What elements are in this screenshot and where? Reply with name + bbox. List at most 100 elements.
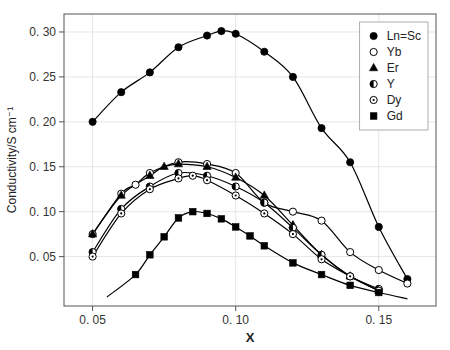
data-point xyxy=(89,231,96,238)
marker-shape xyxy=(189,208,196,215)
x-grid-line xyxy=(92,14,93,306)
data-point xyxy=(318,217,325,224)
data-point xyxy=(318,271,325,278)
x-tick xyxy=(235,306,236,311)
marker-shape xyxy=(160,162,168,169)
data-point xyxy=(232,30,239,37)
legend-marker xyxy=(370,63,378,70)
y-tick-label: 0. 15 xyxy=(29,160,56,174)
marker-shape xyxy=(89,231,96,238)
chart: 0. 050. 100. 150. 050. 100. 150. 200. 25… xyxy=(0,0,450,350)
marker-shape xyxy=(89,118,96,125)
y-tick-label: 0. 10 xyxy=(29,205,56,219)
data-point xyxy=(260,191,268,198)
marker-shape xyxy=(146,69,153,76)
marker-shape xyxy=(175,175,182,182)
data-point xyxy=(189,208,196,215)
marker-shape xyxy=(203,162,211,169)
marker-shape xyxy=(375,266,382,273)
marker-shape xyxy=(161,234,168,241)
data-point xyxy=(404,280,411,287)
y-tick xyxy=(59,76,64,77)
y-tick xyxy=(59,166,64,167)
data-point xyxy=(289,73,296,80)
data-point xyxy=(232,173,240,180)
marker-shape xyxy=(318,125,325,132)
marker-shape xyxy=(203,177,210,184)
marker-shape xyxy=(375,223,382,230)
x-tick-label: 0. 10 xyxy=(222,313,249,327)
marker-dot xyxy=(349,275,351,277)
y-tick-label: 0. 05 xyxy=(29,250,56,264)
marker-shape xyxy=(290,260,297,267)
legend-label: Dy xyxy=(387,93,402,107)
marker-shape xyxy=(261,48,268,55)
legend-marker xyxy=(370,96,377,103)
data-point xyxy=(247,233,254,240)
marker-half xyxy=(232,183,236,190)
y-tick-label: 0. 25 xyxy=(29,70,56,84)
marker-shape xyxy=(247,233,254,240)
data-point xyxy=(318,256,325,263)
marker-dot xyxy=(263,212,265,214)
marker-shape xyxy=(132,181,139,188)
data-point xyxy=(146,171,154,178)
grid xyxy=(64,14,436,306)
data-point xyxy=(261,199,268,206)
data-point xyxy=(132,271,139,278)
marker-shape xyxy=(118,89,125,96)
data-point xyxy=(88,230,96,237)
data-point xyxy=(174,159,182,166)
data-point xyxy=(289,231,296,238)
legend-label: Ln=Sc xyxy=(387,29,421,43)
data-point xyxy=(132,181,139,188)
marker-shape xyxy=(88,230,96,237)
marker-shape xyxy=(232,173,240,180)
legend-label: Y xyxy=(387,77,395,91)
marker-shape xyxy=(261,199,268,206)
legend: Ln=ScYbErYDyGd xyxy=(360,22,428,130)
x-tick xyxy=(92,306,93,311)
data-point xyxy=(203,177,210,184)
series-curve xyxy=(93,172,379,289)
data-point xyxy=(347,282,354,289)
marker-shape xyxy=(347,273,354,280)
data-point xyxy=(347,273,354,280)
y-tick xyxy=(59,211,64,212)
marker-shape xyxy=(203,32,210,39)
data-point xyxy=(203,32,210,39)
y-grid-line xyxy=(64,256,436,257)
marker-shape xyxy=(289,73,296,80)
marker-shape xyxy=(204,210,211,217)
data-point xyxy=(189,172,196,179)
data-point xyxy=(290,260,297,267)
marker-dot xyxy=(292,233,294,235)
marker-shape xyxy=(261,210,268,217)
data-point xyxy=(118,210,125,217)
marker-dot xyxy=(149,188,151,190)
data-point xyxy=(218,216,225,223)
marker-shape xyxy=(318,256,325,263)
marker-dot xyxy=(92,255,94,257)
y-tick xyxy=(59,121,64,122)
marker-shape xyxy=(261,243,268,250)
marker-dot xyxy=(120,212,122,214)
series-curve xyxy=(107,211,407,298)
data-point xyxy=(289,208,296,215)
x-tick-label: 0. 05 xyxy=(79,313,106,327)
data-point xyxy=(175,159,182,166)
data-point xyxy=(118,89,125,96)
marker-shape xyxy=(404,280,411,287)
marker-shape xyxy=(174,159,182,166)
marker-shape xyxy=(117,191,125,198)
data-point xyxy=(232,224,239,231)
marker-dot xyxy=(373,99,375,101)
marker-dot xyxy=(192,175,194,177)
data-point xyxy=(261,210,268,217)
series-curve xyxy=(93,162,408,284)
marker-shape xyxy=(347,159,354,166)
legend-label: Er xyxy=(387,61,399,75)
marker-shape xyxy=(370,32,377,39)
marker-shape xyxy=(370,113,377,120)
marker-shape xyxy=(260,191,268,198)
